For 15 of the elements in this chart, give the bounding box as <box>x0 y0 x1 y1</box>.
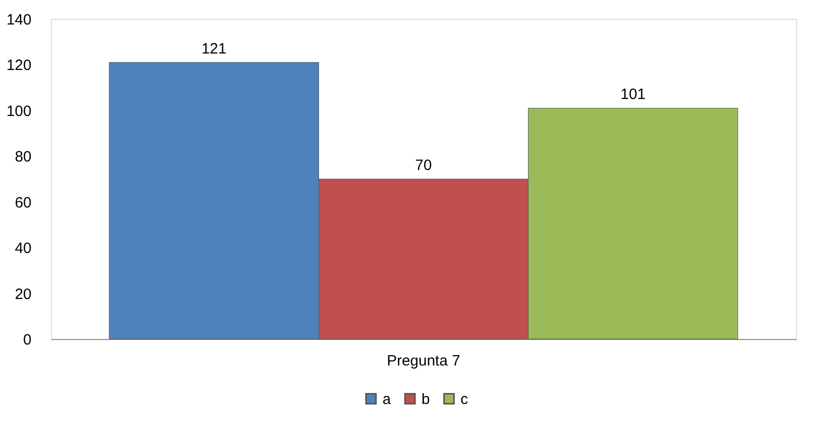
data-label: 70 <box>415 157 432 174</box>
x-tick-label: Pregunta 7 <box>386 352 460 370</box>
y-tick-label: 100 <box>6 102 32 120</box>
y-tick-label: 80 <box>14 148 32 166</box>
y-tick-label: 20 <box>14 286 32 303</box>
y-tick-label: 140 <box>6 12 32 28</box>
data-label: 121 <box>201 40 226 58</box>
y-tick-label: 60 <box>14 194 32 212</box>
legend-label: c <box>460 390 468 408</box>
legend-label: a <box>382 390 392 408</box>
y-tick-label: 120 <box>6 57 32 74</box>
data-label: 101 <box>620 86 646 104</box>
legend-label: b <box>422 390 430 408</box>
y-tick-label: 0 <box>23 332 32 348</box>
y-tick-label: 40 <box>14 240 32 258</box>
